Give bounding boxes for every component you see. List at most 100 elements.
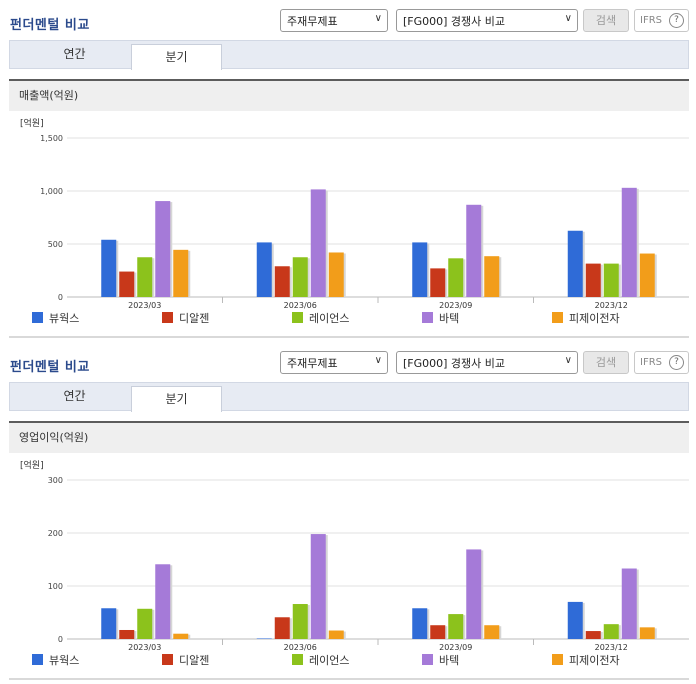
bar[interactable] bbox=[621, 187, 637, 297]
bar[interactable] bbox=[119, 271, 135, 297]
bar[interactable] bbox=[328, 252, 344, 297]
period-tabs: 연간 분기 bbox=[9, 382, 689, 412]
revenue-chart: [억원] 0 500 1,000 1,500 2023/03 2023/06 2023/09 2… bbox=[0, 111, 696, 339]
help-icon: ? bbox=[669, 355, 684, 370]
ifrs-help-button[interactable]: IFRS ? bbox=[634, 9, 689, 32]
bar[interactable] bbox=[567, 230, 583, 297]
bar[interactable] bbox=[412, 608, 428, 639]
bar[interactable] bbox=[310, 189, 326, 297]
legend-swatch bbox=[162, 312, 173, 323]
legend-item[interactable]: 뷰웍스 bbox=[32, 654, 79, 668]
statement-type-select[interactable]: 주재무제표 ∨ bbox=[280, 351, 388, 374]
bar[interactable] bbox=[101, 239, 117, 297]
bar[interactable] bbox=[412, 242, 428, 297]
bar[interactable] bbox=[567, 601, 583, 639]
y-tick-label: 1,500 bbox=[40, 134, 63, 143]
bar[interactable] bbox=[639, 627, 655, 639]
legend-item[interactable]: 레이언스 bbox=[292, 654, 349, 668]
y-tick-label: 300 bbox=[48, 476, 63, 485]
statement-type-value: 주재무제표 bbox=[287, 357, 338, 370]
bar[interactable] bbox=[292, 257, 308, 297]
bar[interactable] bbox=[484, 625, 500, 639]
legend-item[interactable]: 피제이전자 bbox=[552, 312, 620, 326]
ifrs-label: IFRS bbox=[640, 15, 662, 26]
bar[interactable] bbox=[173, 249, 189, 297]
section-title: 펀더멘털 비교 bbox=[10, 360, 90, 375]
legend-item[interactable]: 바텍 bbox=[422, 312, 459, 326]
legend-label: 뷰웍스 bbox=[49, 312, 80, 325]
bar[interactable] bbox=[310, 534, 326, 639]
legend-label: 디알젠 bbox=[179, 312, 210, 325]
peer-group-select[interactable]: [FG000] 경쟁사 비교 ∨ bbox=[396, 9, 578, 32]
legend-label: 피제이전자 bbox=[569, 312, 620, 325]
bar[interactable] bbox=[137, 257, 153, 297]
statement-type-value: 주재무제표 bbox=[287, 15, 338, 28]
search-button[interactable]: 검색 bbox=[583, 9, 629, 32]
peer-group-select[interactable]: [FG000] 경쟁사 비교 ∨ bbox=[396, 351, 578, 374]
legend-item[interactable]: 뷰웍스 bbox=[32, 312, 79, 326]
section-header: 펀더멘털 비교 주재무제표 ∨ [FG000] 경쟁사 비교 ∨ 검색 IFRS… bbox=[0, 0, 696, 33]
section-title: 펀더멘털 비교 bbox=[10, 18, 90, 33]
x-tick-label: 2023/03 bbox=[128, 643, 161, 652]
period-tabs: 연간 분기 bbox=[9, 40, 689, 70]
tab-annual[interactable]: 연간 bbox=[63, 389, 86, 403]
legend-swatch bbox=[292, 312, 303, 323]
x-tick-label: 2023/06 bbox=[284, 643, 317, 652]
y-tick-label: 1,000 bbox=[40, 187, 63, 196]
tab-quarterly[interactable]: 분기 bbox=[131, 386, 222, 412]
chevron-down-icon: ∨ bbox=[374, 13, 382, 24]
y-tick-label: 500 bbox=[48, 240, 63, 249]
x-tick-label: 2023/06 bbox=[284, 301, 317, 310]
bar[interactable] bbox=[466, 549, 482, 639]
bar[interactable] bbox=[274, 266, 290, 297]
legend-item[interactable]: 바텍 bbox=[422, 654, 459, 668]
bar[interactable] bbox=[173, 633, 189, 639]
bar[interactable] bbox=[603, 263, 619, 297]
bar[interactable] bbox=[119, 629, 135, 639]
legend-item[interactable]: 디알젠 bbox=[162, 312, 209, 326]
legend-swatch bbox=[422, 312, 433, 323]
bar[interactable] bbox=[466, 204, 482, 297]
bar[interactable] bbox=[292, 604, 308, 639]
section-header: 펀더멘털 비교 주재무제표 ∨ [FG000] 경쟁사 비교 ∨ 검색 IFRS… bbox=[0, 342, 696, 375]
legend-swatch bbox=[552, 312, 563, 323]
statement-type-select[interactable]: 주재무제표 ∨ bbox=[280, 9, 388, 32]
divider bbox=[9, 336, 689, 338]
bar[interactable] bbox=[585, 631, 601, 639]
bar[interactable] bbox=[484, 256, 500, 297]
bar[interactable] bbox=[274, 617, 290, 639]
search-button[interactable]: 검색 bbox=[583, 351, 629, 374]
bar[interactable] bbox=[155, 201, 171, 297]
x-tick-label: 2023/12 bbox=[595, 643, 628, 652]
bar[interactable] bbox=[430, 625, 446, 639]
tab-annual[interactable]: 연간 bbox=[63, 47, 86, 61]
unit-label: [억원] bbox=[20, 459, 44, 471]
bar[interactable] bbox=[639, 253, 655, 297]
legend-swatch bbox=[32, 312, 43, 323]
operating-profit-chart: [억원] 0 100 200 300 2023/03 2023/06 2023/09 2023/… bbox=[0, 453, 696, 681]
bar[interactable] bbox=[621, 568, 637, 639]
legend-item[interactable]: 디알젠 bbox=[162, 654, 209, 668]
chart-legend: 뷰웍스 디알젠 레이언스 바텍 피제이전자 bbox=[0, 654, 696, 670]
legend-item[interactable]: 레이언스 bbox=[292, 312, 349, 326]
legend-item[interactable]: 피제이전자 bbox=[552, 654, 620, 668]
chart-subheader: 매출액(억원) bbox=[9, 79, 689, 111]
bar[interactable] bbox=[585, 263, 601, 297]
chart-legend: 뷰웍스 디알젠 레이언스 바텍 피제이전자 bbox=[0, 312, 696, 328]
bar[interactable] bbox=[256, 638, 272, 639]
x-tick-label: 2023/09 bbox=[439, 643, 472, 652]
bar[interactable] bbox=[155, 564, 171, 639]
revenue-chart-svg: [억원] 0 500 1,000 1,500 2023/03 2023/06 2023/09 2… bbox=[20, 117, 689, 310]
tab-quarterly[interactable]: 분기 bbox=[131, 44, 222, 70]
bar[interactable] bbox=[448, 614, 464, 639]
legend-swatch bbox=[162, 654, 173, 665]
bar[interactable] bbox=[101, 608, 117, 639]
bar[interactable] bbox=[603, 624, 619, 639]
bar[interactable] bbox=[328, 630, 344, 639]
bar[interactable] bbox=[137, 608, 153, 639]
bar[interactable] bbox=[448, 258, 464, 297]
ifrs-help-button[interactable]: IFRS ? bbox=[634, 351, 689, 374]
y-tick-label: 100 bbox=[48, 582, 63, 591]
bar[interactable] bbox=[256, 242, 272, 297]
bar[interactable] bbox=[430, 268, 446, 297]
